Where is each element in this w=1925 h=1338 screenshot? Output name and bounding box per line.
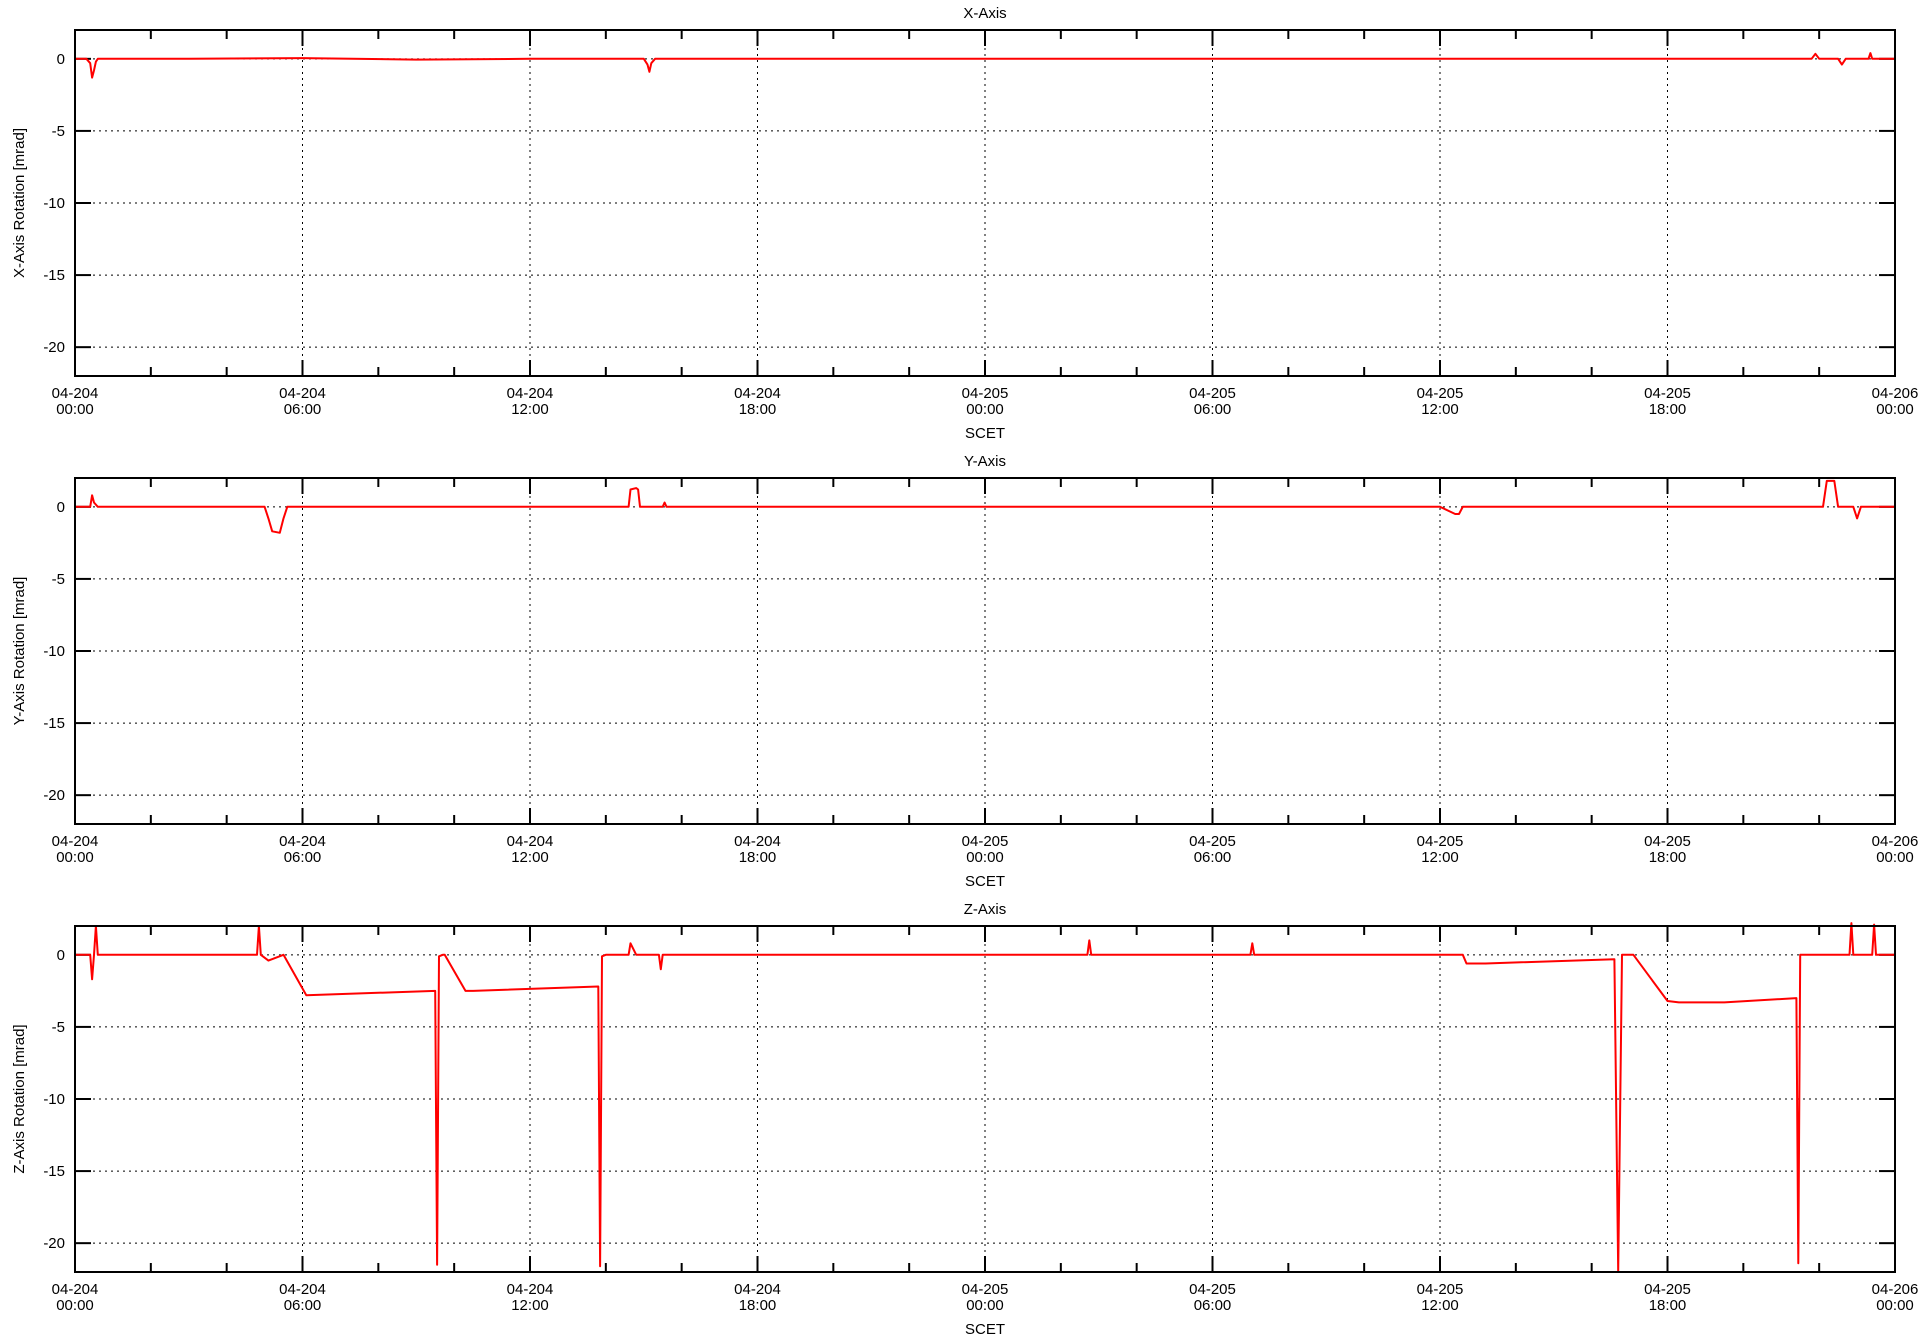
x-tick-label-time: 06:00 <box>284 849 322 866</box>
series-line-0 <box>75 479 1895 534</box>
x-tick-label-day: 04-204 <box>734 833 781 850</box>
chart-2: Z-Axis0-5-10-15-2004-20400:0004-20406:00… <box>11 901 1918 1338</box>
x-tick-label-day: 04-204 <box>279 1281 326 1298</box>
x-tick-label-day: 04-205 <box>1417 833 1464 850</box>
y-tick-label: -15 <box>43 1163 65 1180</box>
chart-0: X-Axis0-5-10-15-2004-20400:0004-20406:00… <box>11 5 1918 442</box>
y-tick-label: 0 <box>57 499 65 516</box>
x-tick-label-time: 00:00 <box>56 1297 94 1314</box>
series-line-0 <box>75 52 1895 79</box>
series-line-0 <box>75 922 1895 1273</box>
x-tick-label-day: 04-205 <box>962 385 1009 402</box>
x-tick-label-time: 00:00 <box>56 401 94 418</box>
x-tick-label-time: 00:00 <box>56 849 94 866</box>
x-tick-label-time: 18:00 <box>739 1297 777 1314</box>
x-axis-label: SCET <box>965 1321 1005 1338</box>
x-tick-label-day: 04-204 <box>279 833 326 850</box>
chart-title: Y-Axis <box>964 453 1006 470</box>
x-tick-label-time: 12:00 <box>1421 849 1459 866</box>
y-tick-label: -5 <box>52 1019 65 1036</box>
x-tick-label-time: 18:00 <box>739 849 777 866</box>
y-tick-label: 0 <box>57 947 65 964</box>
chart-title: X-Axis <box>963 5 1006 22</box>
x-tick-label-day: 04-204 <box>507 833 554 850</box>
x-tick-label-day: 04-205 <box>962 833 1009 850</box>
x-tick-label-day: 04-205 <box>1417 1281 1464 1298</box>
x-tick-label-day: 04-206 <box>1872 833 1919 850</box>
y-tick-label: -10 <box>43 643 65 660</box>
x-tick-label-time: 12:00 <box>511 401 549 418</box>
x-tick-label-day: 04-204 <box>279 385 326 402</box>
x-tick-label-day: 04-205 <box>1644 833 1691 850</box>
plot-frame <box>74 29 1896 377</box>
x-tick-label-day: 04-204 <box>734 385 781 402</box>
x-tick-label-day: 04-204 <box>52 385 99 402</box>
y-tick-label: -10 <box>43 1091 65 1108</box>
y-tick-label: -15 <box>43 267 65 284</box>
x-tick-label-day: 04-205 <box>1189 1281 1236 1298</box>
x-tick-label-time: 06:00 <box>1194 401 1232 418</box>
y-tick-label: -10 <box>43 195 65 212</box>
x-tick-label-time: 12:00 <box>1421 401 1459 418</box>
x-tick-label-day: 04-205 <box>1189 385 1236 402</box>
x-tick-label-day: 04-204 <box>734 1281 781 1298</box>
x-tick-label-day: 04-205 <box>1644 385 1691 402</box>
x-tick-label-time: 00:00 <box>966 401 1004 418</box>
x-tick-label-day: 04-206 <box>1872 385 1919 402</box>
chart-title: Z-Axis <box>964 901 1007 918</box>
y-tick-label: -20 <box>43 1235 65 1252</box>
y-tick-label: -5 <box>52 123 65 140</box>
plot-frame <box>74 477 1896 825</box>
y-axis-label: Z-Axis Rotation [mrad] <box>11 1024 28 1173</box>
x-tick-label-time: 00:00 <box>966 849 1004 866</box>
x-tick-label-time: 18:00 <box>1649 849 1687 866</box>
x-tick-label-time: 18:00 <box>1649 401 1687 418</box>
y-axis-label: Y-Axis Rotation [mrad] <box>11 577 28 726</box>
x-tick-label-time: 12:00 <box>1421 1297 1459 1314</box>
x-tick-label-time: 18:00 <box>1649 1297 1687 1314</box>
y-axis-label: X-Axis Rotation [mrad] <box>11 128 28 278</box>
x-tick-label-day: 04-205 <box>1189 833 1236 850</box>
x-tick-label-time: 00:00 <box>1876 401 1914 418</box>
x-tick-label-day: 04-204 <box>52 833 99 850</box>
x-tick-label-time: 00:00 <box>1876 849 1914 866</box>
x-axis-label: SCET <box>965 425 1005 442</box>
x-tick-label-time: 06:00 <box>284 1297 322 1314</box>
x-tick-label-day: 04-205 <box>1417 385 1464 402</box>
x-tick-label-time: 00:00 <box>966 1297 1004 1314</box>
x-tick-label-day: 04-204 <box>507 385 554 402</box>
x-axis-label: SCET <box>965 873 1005 890</box>
x-tick-label-day: 04-204 <box>507 1281 554 1298</box>
x-tick-label-day: 04-206 <box>1872 1281 1919 1298</box>
plot-frame <box>74 925 1896 1273</box>
y-tick-label: -15 <box>43 715 65 732</box>
x-tick-label-time: 06:00 <box>1194 1297 1232 1314</box>
x-tick-label-day: 04-205 <box>962 1281 1009 1298</box>
x-tick-label-time: 06:00 <box>1194 849 1232 866</box>
y-tick-label: -5 <box>52 571 65 588</box>
x-tick-label-time: 12:00 <box>511 849 549 866</box>
x-tick-label-day: 04-205 <box>1644 1281 1691 1298</box>
y-tick-label: -20 <box>43 787 65 804</box>
x-tick-label-time: 12:00 <box>511 1297 549 1314</box>
y-tick-label: 0 <box>57 51 65 68</box>
y-tick-label: -20 <box>43 339 65 356</box>
x-tick-label-time: 00:00 <box>1876 1297 1914 1314</box>
x-tick-label-time: 18:00 <box>739 401 777 418</box>
x-tick-label-day: 04-204 <box>52 1281 99 1298</box>
x-tick-label-time: 06:00 <box>284 401 322 418</box>
chart-1: Y-Axis0-5-10-15-2004-20400:0004-20406:00… <box>11 453 1918 890</box>
